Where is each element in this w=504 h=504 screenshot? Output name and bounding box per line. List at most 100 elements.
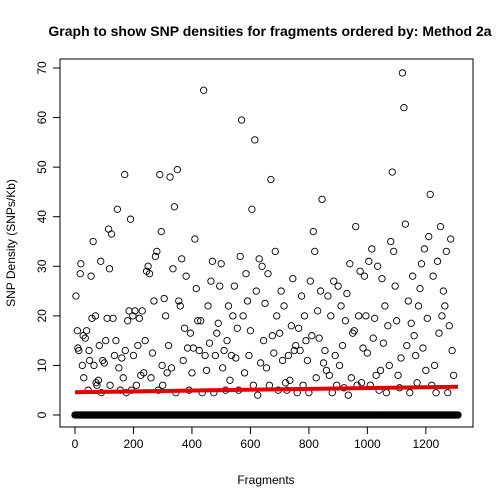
data-point — [194, 317, 202, 325]
data-point — [211, 351, 219, 360]
data-point — [258, 262, 266, 270]
data-point — [319, 359, 328, 367]
data-point — [394, 371, 402, 379]
data-point — [318, 195, 326, 204]
data-point — [419, 344, 427, 352]
y-axis-label: SNP Density (SNPs/Kb) — [4, 179, 18, 307]
data-point — [436, 222, 445, 231]
data-point — [226, 376, 234, 384]
data-point — [236, 252, 244, 261]
data-point — [178, 255, 186, 263]
data-point — [454, 411, 462, 419]
data-point — [103, 314, 111, 322]
data-point — [129, 312, 137, 320]
data-point — [406, 389, 414, 397]
data-point — [163, 369, 171, 377]
x-tick-label: 800 — [299, 437, 319, 451]
data-point — [125, 307, 133, 315]
y-tick-label: 70 — [35, 61, 49, 75]
data-point — [295, 324, 303, 332]
data-point — [207, 277, 215, 285]
data-point — [233, 324, 241, 332]
data-point — [72, 292, 80, 300]
data-point — [237, 116, 246, 124]
data-point — [256, 359, 265, 367]
data-point — [365, 257, 373, 265]
data-point — [432, 389, 440, 397]
data-point — [447, 235, 455, 243]
data-point — [179, 356, 187, 365]
data-point — [391, 282, 399, 290]
data-point — [77, 260, 85, 268]
data-point — [296, 346, 304, 355]
data-point — [276, 329, 284, 337]
data-point — [262, 364, 271, 372]
y-tick-label: 20 — [35, 309, 49, 323]
data-point — [176, 302, 184, 310]
data-point — [202, 366, 211, 375]
y-axis: 0 10 20 30 40 50 60 70 — [35, 61, 61, 418]
data-point — [160, 294, 168, 303]
data-point — [344, 391, 353, 399]
data-point — [105, 265, 114, 273]
data-point — [312, 374, 320, 382]
data-point — [311, 247, 319, 256]
data-point — [134, 341, 142, 350]
data-point — [249, 381, 257, 389]
data-point — [372, 371, 380, 379]
data-point — [95, 341, 103, 350]
data-point — [346, 260, 354, 268]
x-axis-label: Fragments — [237, 473, 294, 487]
data-point — [309, 227, 317, 236]
data-point — [425, 232, 433, 241]
data-point — [376, 366, 385, 375]
data-point — [109, 314, 117, 322]
data-point — [119, 374, 127, 382]
data-point — [438, 312, 446, 320]
data-point — [118, 354, 126, 362]
data-point — [264, 270, 272, 278]
data-point — [373, 262, 382, 270]
data-point — [331, 351, 339, 360]
data-point — [153, 247, 161, 256]
data-point — [188, 369, 196, 377]
data-point — [182, 272, 190, 280]
data-point — [75, 346, 83, 355]
data-point — [379, 339, 388, 347]
data-point — [150, 297, 158, 305]
data-point — [199, 86, 208, 94]
data-point — [112, 336, 120, 345]
data-point — [214, 319, 222, 327]
data-point — [170, 203, 179, 211]
data-point — [423, 314, 431, 322]
data-point — [94, 376, 103, 384]
data-point — [158, 361, 166, 370]
data-point — [392, 317, 401, 325]
data-point — [113, 205, 122, 213]
data-point — [417, 260, 426, 268]
data-point — [73, 327, 81, 335]
data-point — [316, 287, 325, 295]
x-tick-label: 600 — [240, 437, 260, 451]
data-point — [280, 302, 288, 310]
data-point — [445, 322, 453, 330]
data-point — [79, 332, 87, 340]
data-point — [110, 351, 119, 360]
data-point — [413, 379, 421, 387]
data-point — [289, 275, 297, 283]
data-point — [91, 312, 100, 320]
data-point — [144, 262, 152, 270]
data-point — [131, 307, 139, 315]
data-point — [129, 351, 138, 360]
data-point — [290, 346, 298, 355]
trend-line — [74, 384, 459, 395]
data-point — [357, 379, 366, 387]
data-point — [213, 329, 221, 337]
data-point — [360, 272, 369, 280]
data-point — [254, 391, 262, 399]
data-point — [356, 267, 364, 275]
data-point — [314, 307, 322, 315]
y-tick-label: 50 — [35, 160, 49, 174]
data-point — [135, 314, 143, 322]
data-point — [229, 312, 237, 320]
